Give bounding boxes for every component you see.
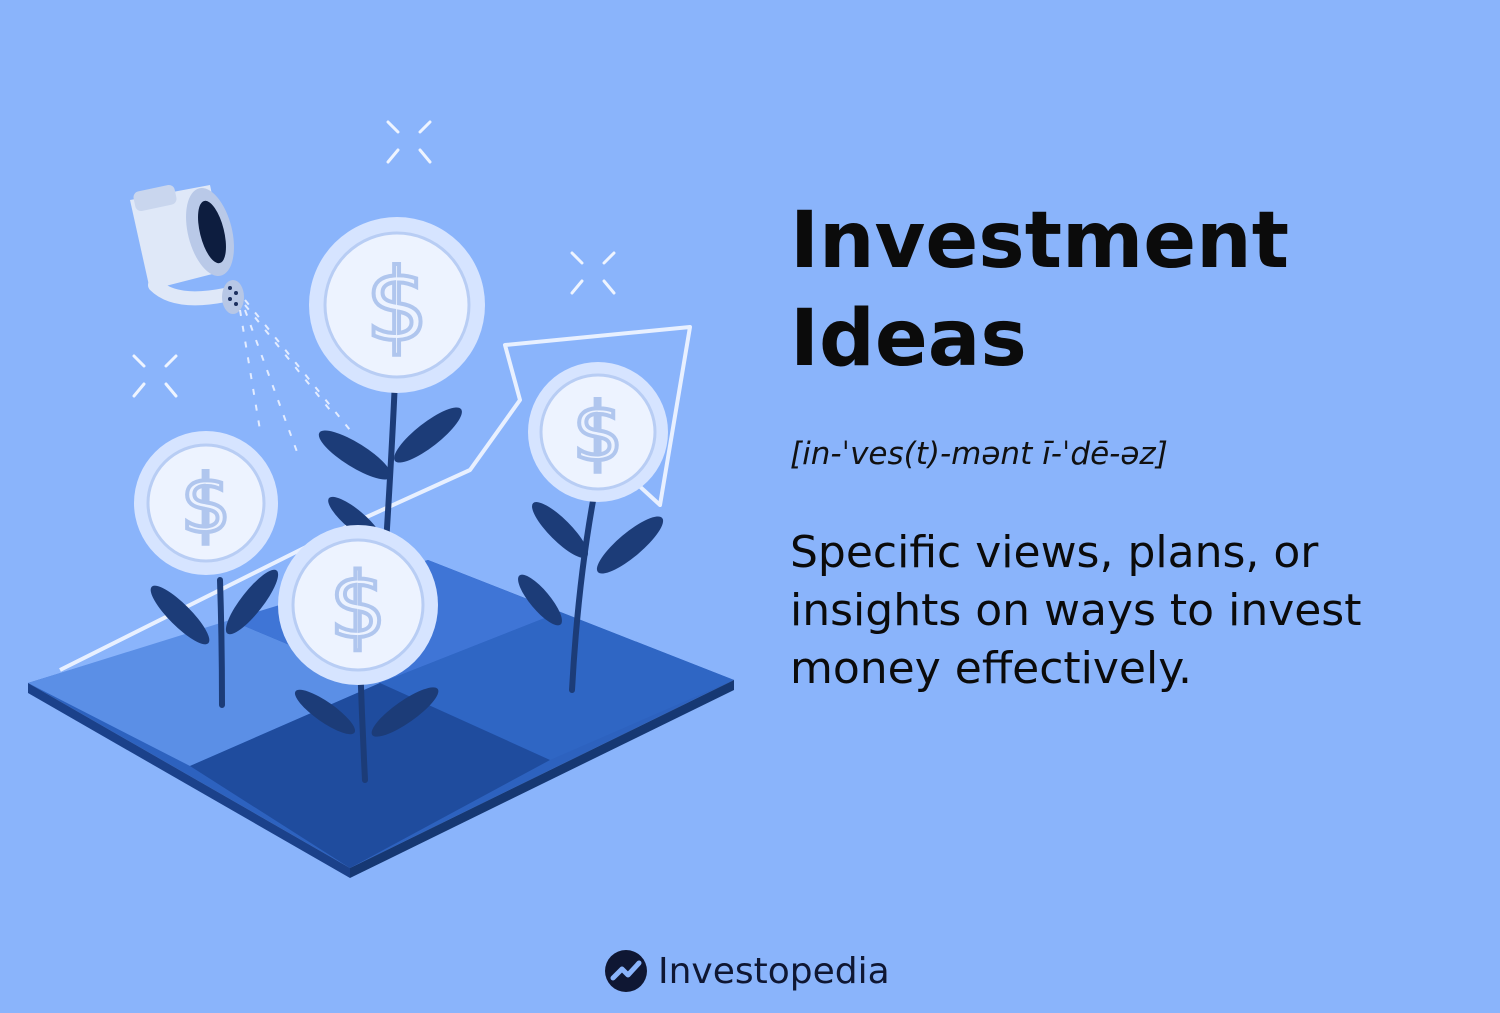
page-title: Investment Ideas [790,192,1470,388]
svg-text:$: $ [573,386,624,479]
dollar-coin-icon: $ [134,431,278,575]
svg-text:$: $ [365,247,429,364]
investopedia-logo-icon [605,950,647,992]
plant-leaves [150,407,664,737]
title-line-1: Investment [790,196,1290,286]
svg-text:$: $ [181,458,232,551]
dollar-coin-icon: $ [309,217,485,393]
dollar-coin-icon: $ [528,362,668,502]
definition-panel: Investment Ideas [in-ˈves(t)-mənt ī-ˈdē-… [790,192,1470,698]
watering-can-icon [130,184,351,461]
brand-footer: Investopedia [604,944,890,998]
sparkle-icon [132,120,616,398]
definition-text: Specific views, plans, or insights on wa… [790,527,1362,694]
svg-text:$: $ [329,554,386,659]
brand-name: Investopedia [658,950,890,992]
pronunciation: [in-ˈves(t)-mənt ī-ˈdē-əz] [790,436,1168,472]
dollar-coin-icon: $ [278,525,438,685]
title-line-2: Ideas [790,294,1027,384]
growth-illustration: $ $ $ $ [28,120,734,878]
